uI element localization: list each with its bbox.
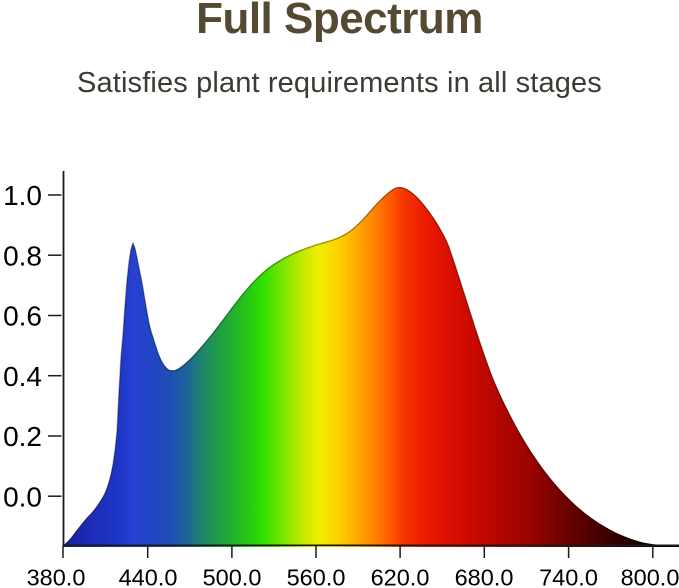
svg-text:0.4: 0.4 <box>3 361 42 392</box>
svg-text:500.0: 500.0 <box>203 565 262 588</box>
svg-text:1.0: 1.0 <box>3 180 42 211</box>
svg-text:680.0: 680.0 <box>455 565 514 588</box>
svg-text:740.0: 740.0 <box>539 565 598 588</box>
svg-text:440.0: 440.0 <box>119 565 178 588</box>
svg-text:560.0: 560.0 <box>287 565 346 588</box>
svg-text:0.2: 0.2 <box>3 421 42 452</box>
svg-text:800.0: 800.0 <box>621 565 679 588</box>
svg-text:0.0: 0.0 <box>3 481 42 512</box>
svg-text:620.0: 620.0 <box>371 565 430 588</box>
svg-text:0.8: 0.8 <box>3 240 42 271</box>
svg-text:0.6: 0.6 <box>3 301 42 332</box>
svg-text:380.0: 380.0 <box>27 565 86 588</box>
